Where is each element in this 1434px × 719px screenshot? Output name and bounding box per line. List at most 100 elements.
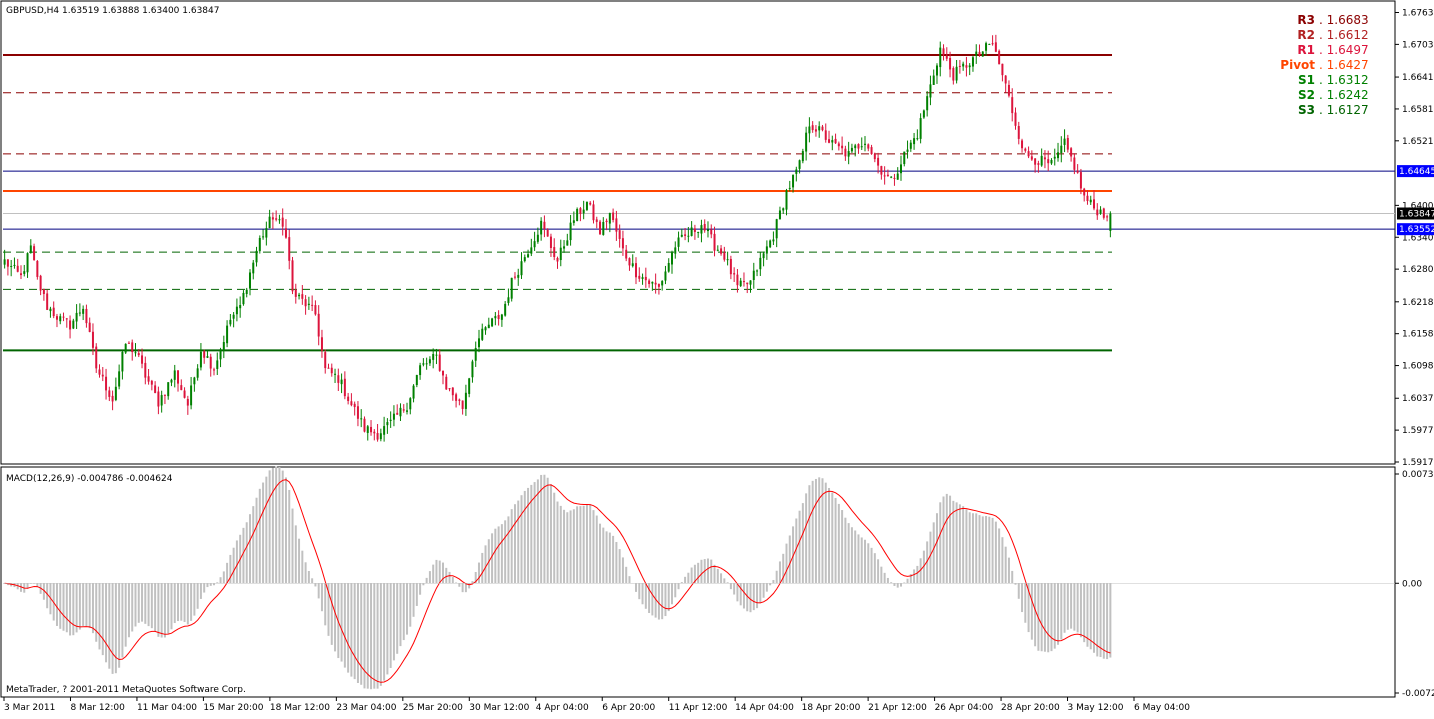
macd-bar: [968, 512, 971, 584]
macd-bar: [245, 522, 248, 584]
candle-body: [883, 175, 886, 177]
macd-bar: [805, 493, 808, 584]
candle: [792, 174, 795, 193]
time-tick-label: 14 Apr 04:00: [735, 703, 794, 713]
candle: [356, 401, 359, 427]
candle-body: [536, 234, 539, 242]
candle-body: [334, 373, 337, 375]
macd-bar: [834, 497, 837, 584]
pivot-value: . 1.6612: [1319, 28, 1369, 42]
macd-bar: [742, 583, 745, 609]
candle: [1099, 206, 1102, 215]
candle: [664, 265, 667, 285]
candle: [651, 281, 654, 291]
candle: [1093, 190, 1096, 211]
candle: [785, 188, 788, 216]
macd-bar: [1089, 583, 1092, 650]
macd-bar: [121, 583, 124, 658]
candle-body: [432, 354, 435, 360]
candle: [435, 348, 438, 365]
candle-body: [65, 318, 68, 320]
macd-bar: [998, 528, 1001, 584]
candle-body: [530, 247, 533, 254]
candle-body: [886, 174, 889, 177]
macd-bar: [644, 583, 647, 609]
candle-body: [824, 130, 827, 140]
candle-body: [543, 221, 546, 229]
macd-bar: [16, 583, 19, 590]
macd-bar: [818, 477, 821, 584]
candle: [752, 262, 755, 289]
candle-body: [864, 143, 867, 145]
candle-body: [756, 270, 759, 272]
candle-body: [160, 395, 163, 406]
candle-body: [196, 368, 199, 378]
candle: [775, 218, 778, 248]
macd-bar: [749, 583, 752, 613]
macd-bar: [448, 571, 451, 584]
candle: [589, 201, 592, 206]
macd-bar: [693, 564, 696, 584]
candle: [615, 210, 618, 241]
candle-body: [589, 202, 592, 205]
candle-body: [85, 308, 88, 324]
candle-body: [451, 387, 454, 396]
candle: [736, 268, 739, 293]
candle: [746, 282, 749, 294]
candle-body: [392, 413, 395, 420]
candle: [186, 395, 189, 415]
candle-body: [752, 270, 755, 280]
candle-body: [370, 426, 373, 433]
candle-body: [733, 273, 736, 275]
macd-bar: [772, 579, 775, 584]
candle-body: [52, 307, 55, 317]
candle-body: [877, 157, 880, 166]
macd-bar: [935, 513, 938, 584]
pivot-entry-s3: S3 . 1.6127: [1298, 103, 1369, 117]
candle-body: [1017, 126, 1020, 139]
macd-bar: [46, 583, 49, 609]
candle-body: [527, 254, 530, 258]
candle-body: [252, 262, 255, 274]
macd-bar: [808, 485, 811, 584]
candle-body: [602, 222, 605, 235]
candle-body: [363, 418, 366, 432]
macd-bar: [710, 559, 713, 584]
macd-bar: [955, 502, 958, 584]
candle-body: [1063, 138, 1066, 145]
candle-body: [549, 236, 552, 248]
macd-bar: [549, 484, 552, 584]
candle: [824, 123, 827, 143]
candle: [1083, 187, 1086, 202]
candle: [677, 231, 680, 252]
candle-body: [442, 370, 445, 376]
candle: [455, 392, 458, 408]
candle: [183, 387, 186, 399]
candle-body: [62, 316, 65, 318]
macd-bar: [271, 467, 274, 584]
candle-body: [311, 304, 314, 306]
candle-body: [291, 260, 294, 292]
candle: [1102, 207, 1105, 220]
macd-bar: [530, 484, 533, 584]
candle-body: [932, 75, 935, 85]
macd-bar: [877, 559, 880, 584]
macd-bar: [847, 523, 850, 584]
candle: [559, 239, 562, 267]
candle-body: [520, 261, 523, 276]
macd-bar: [199, 583, 202, 599]
candle-body: [765, 246, 768, 254]
macd-bar: [507, 516, 510, 584]
pivot-value: . 1.6427: [1319, 58, 1369, 72]
candle-body: [808, 126, 811, 134]
macd-bar: [860, 537, 863, 584]
time-tick-label: 28 Apr 20:00: [1001, 703, 1060, 713]
candle-body: [860, 146, 863, 148]
candle-body: [635, 263, 638, 278]
candle: [131, 339, 134, 361]
candle: [582, 200, 585, 220]
candle-body: [975, 51, 978, 56]
candle: [468, 377, 471, 398]
time-tick-label: 21 Apr 12:00: [868, 703, 927, 713]
candle-body: [1011, 97, 1014, 114]
